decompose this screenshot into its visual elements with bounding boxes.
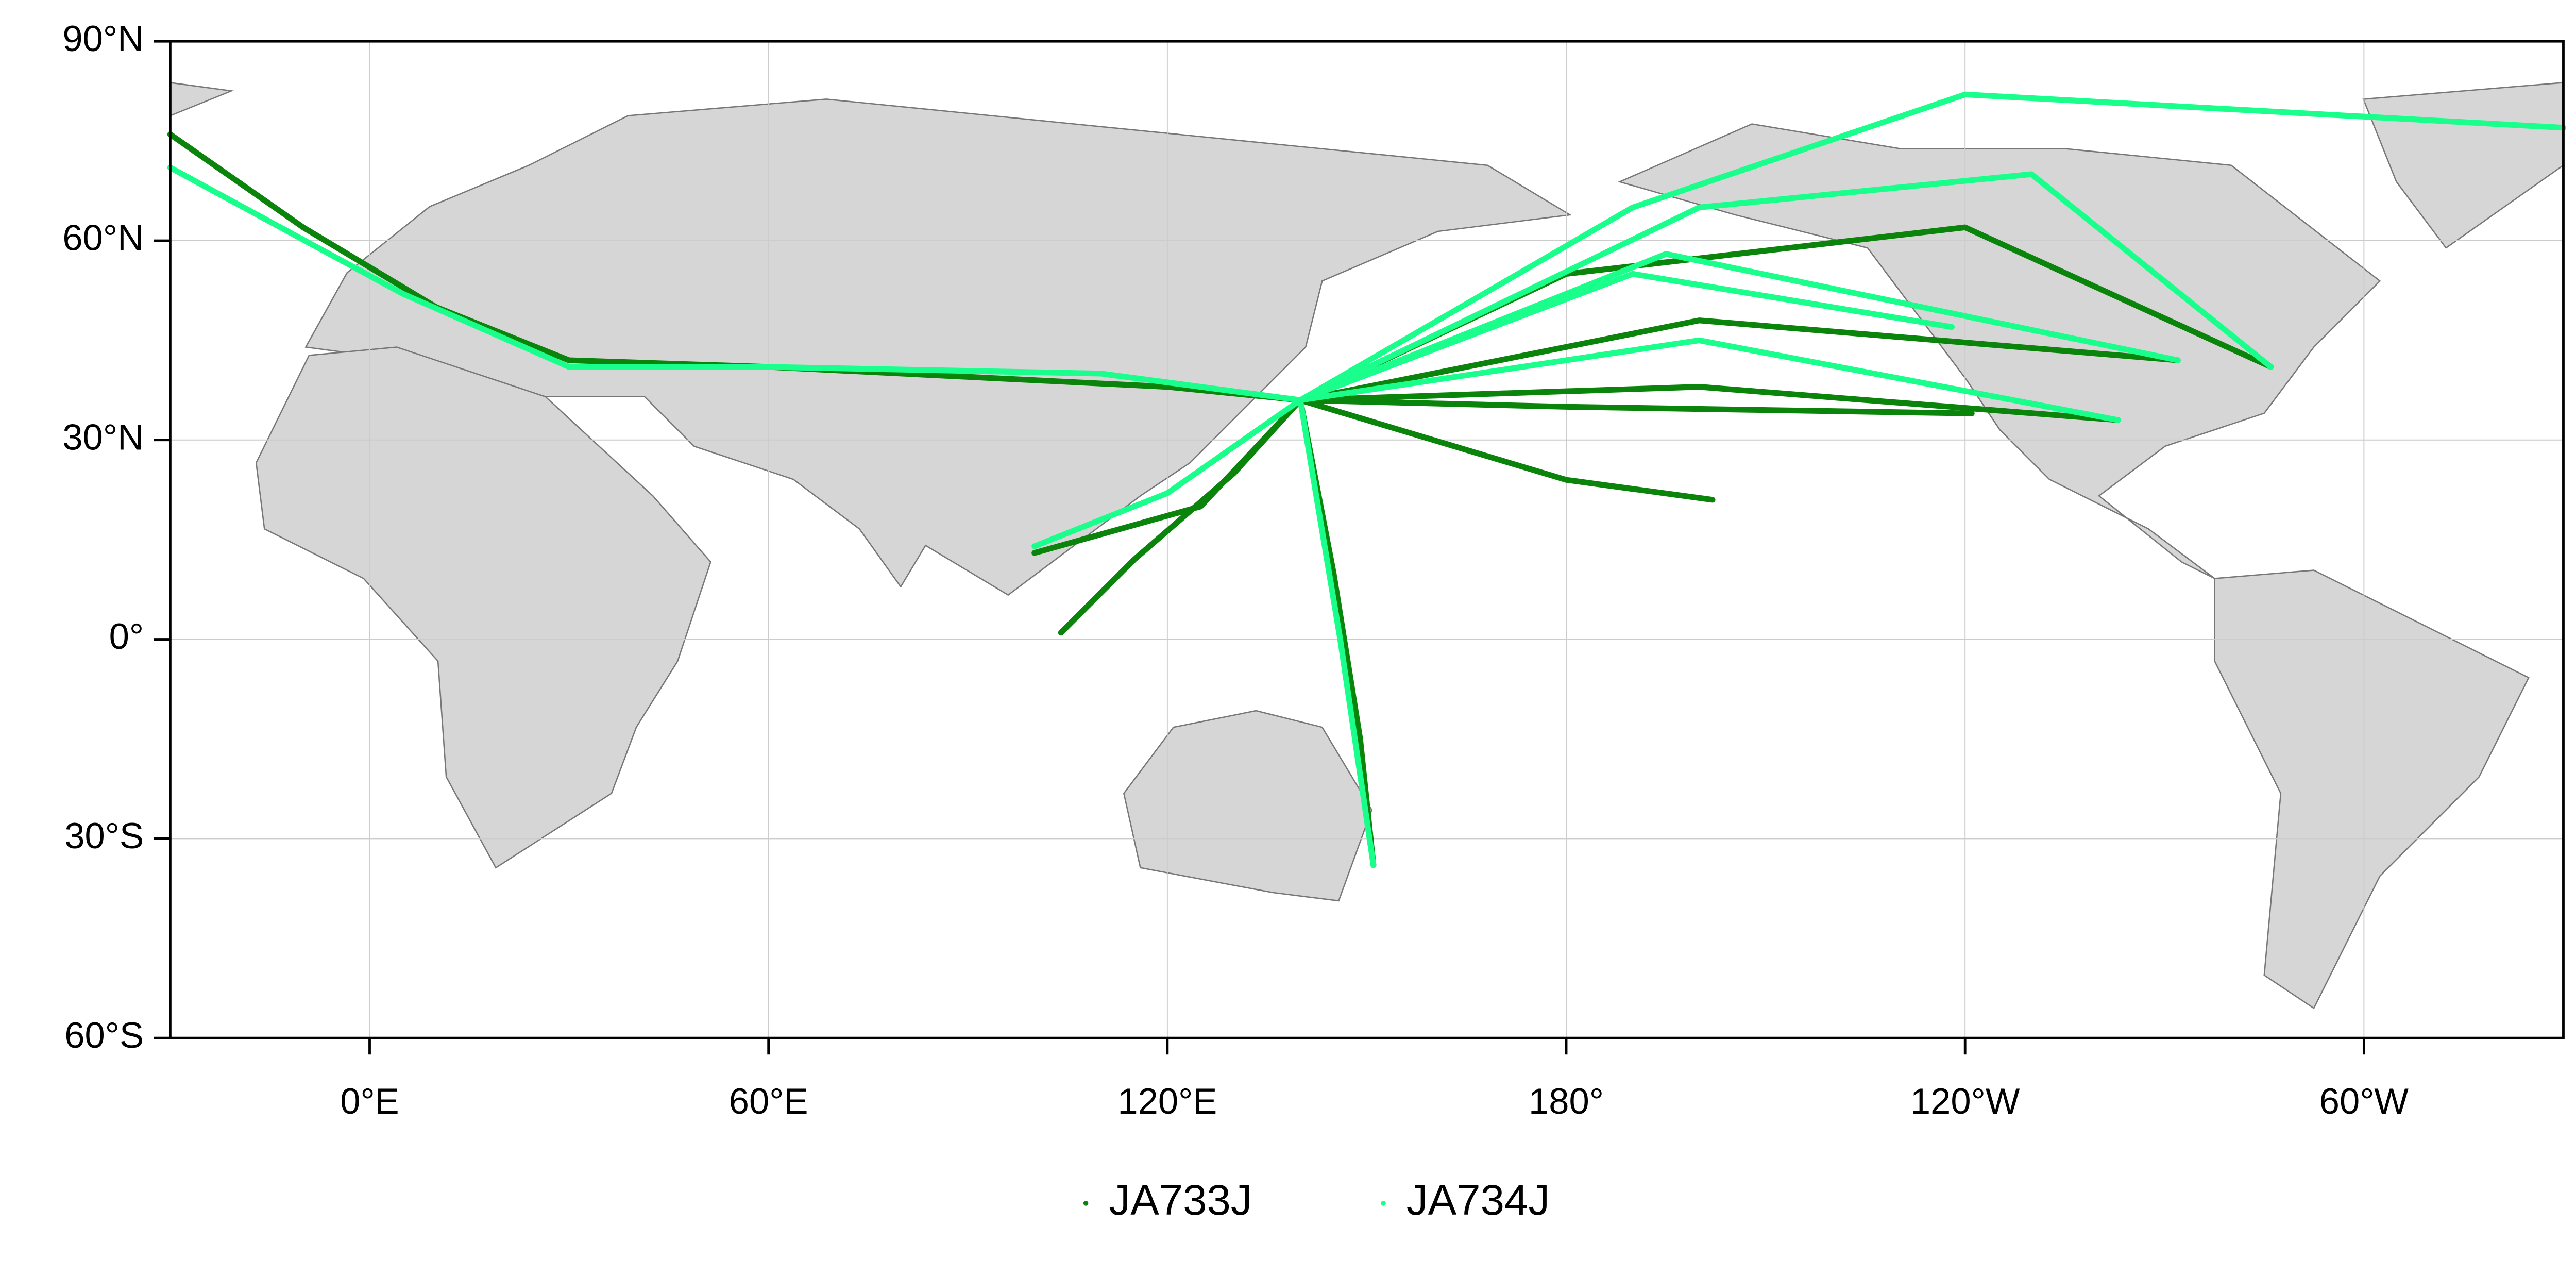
flight-track: [1031, 397, 1303, 556]
flight-track: [1297, 337, 2121, 423]
flight-track: [1297, 251, 2181, 404]
y-tick-label: 60°N: [62, 217, 144, 258]
north-america: [1617, 123, 2381, 579]
legend-label: JA733J: [1109, 1176, 1252, 1224]
legend-label: JA734J: [1406, 1176, 1550, 1224]
x-tick-label: 0°E: [340, 1081, 399, 1121]
x-tick-label: 60°E: [729, 1081, 808, 1121]
y-tick-label: 90°N: [62, 18, 144, 59]
eurasia: [304, 98, 1572, 596]
y-tick-label: 30°S: [64, 815, 144, 856]
flight-track: [167, 131, 1303, 404]
x-tick-label: 120°E: [1117, 1081, 1217, 1121]
legend-marker: [1381, 1201, 1386, 1206]
flight-track: [1297, 384, 2121, 423]
labels: 0°E 60°E 120°E 180° 120°W 60°W 90°N 60°N 30°N 0° 3…: [62, 18, 2409, 1224]
legend-marker: [1083, 1201, 1089, 1206]
y-tick-label: 0°: [109, 616, 144, 657]
flight-track: [167, 164, 1303, 404]
flight-track: [1031, 397, 1303, 549]
tracks: [167, 91, 2567, 868]
flight-track: [1297, 171, 2274, 404]
flight-track: [1297, 397, 1716, 503]
flight-track: [1297, 397, 1377, 868]
flight-track: [1297, 317, 2181, 404]
flight-track: [1297, 91, 2567, 404]
south-america: [2214, 569, 2530, 1010]
x-tick-label: 180°: [1529, 1081, 1604, 1121]
y-tick-label: 60°S: [64, 1015, 144, 1055]
flight-track: [1297, 397, 1975, 416]
x-tick-label: 60°W: [2319, 1081, 2409, 1121]
australia: [1123, 710, 1372, 902]
frame: [169, 40, 2565, 1039]
x-tick-label: 120°W: [1910, 1081, 2020, 1121]
y-tick-label: 30°N: [62, 416, 144, 457]
